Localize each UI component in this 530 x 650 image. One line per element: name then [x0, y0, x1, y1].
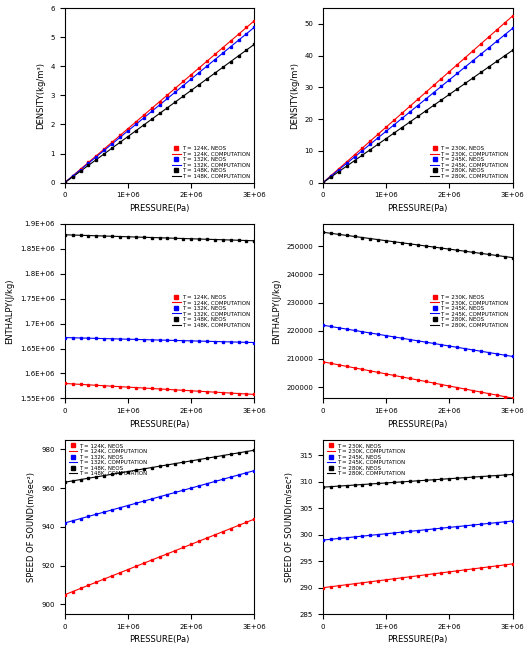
Y-axis label: SPEED OF SOUND(m/sec²): SPEED OF SOUND(m/sec²) [285, 472, 294, 582]
X-axis label: PRESSURE(Pa): PRESSURE(Pa) [387, 420, 448, 429]
Legend: T = 124K, NEOS, T = 124K, COMPUTATION, T = 132K, NEOS, T = 132K, COMPUTATION, T : T = 124K, NEOS, T = 124K, COMPUTATION, T… [171, 294, 252, 329]
Y-axis label: ENTHALPY(J/kg): ENTHALPY(J/kg) [5, 278, 14, 344]
X-axis label: PRESSURE(Pa): PRESSURE(Pa) [129, 420, 190, 429]
X-axis label: PRESSURE(Pa): PRESSURE(Pa) [129, 636, 190, 644]
Legend: T = 124K, NEOS, T = 124K, COMPUTATION, T = 132K, NEOS, T = 132K, COMPUTATION, T : T = 124K, NEOS, T = 124K, COMPUTATION, T… [171, 145, 252, 180]
Legend: T = 230K, NEOS, T = 230K, COMPUTATION, T = 245K, NEOS, T = 245K, COMPUTATION, T : T = 230K, NEOS, T = 230K, COMPUTATION, T… [429, 145, 510, 180]
Legend: T = 124K, NEOS, T = 124K, COMPUTATION, T = 132K, NEOS, T = 132K, COMPUTATION, T : T = 124K, NEOS, T = 124K, COMPUTATION, T… [67, 442, 148, 477]
Legend: T = 230K, NEOS, T = 230K, COMPUTATION, T = 245K, NEOS, T = 245K, COMPUTATION, T : T = 230K, NEOS, T = 230K, COMPUTATION, T… [429, 294, 510, 329]
X-axis label: PRESSURE(Pa): PRESSURE(Pa) [387, 636, 448, 644]
X-axis label: PRESSURE(Pa): PRESSURE(Pa) [387, 204, 448, 213]
Y-axis label: SPEED OF SOUND(m/sec²): SPEED OF SOUND(m/sec²) [27, 472, 36, 582]
Legend: T = 230K, NEOS, T = 230K, COMPUTATION, T = 245K, NEOS, T = 245K, COMPUTATION, T : T = 230K, NEOS, T = 230K, COMPUTATION, T… [326, 442, 406, 477]
Y-axis label: DENSITY(kg/m³): DENSITY(kg/m³) [36, 62, 45, 129]
X-axis label: PRESSURE(Pa): PRESSURE(Pa) [129, 204, 190, 213]
Y-axis label: ENTHALPY(J/kg): ENTHALPY(J/kg) [272, 278, 281, 344]
Y-axis label: DENSITY(kg/m³): DENSITY(kg/m³) [290, 62, 298, 129]
